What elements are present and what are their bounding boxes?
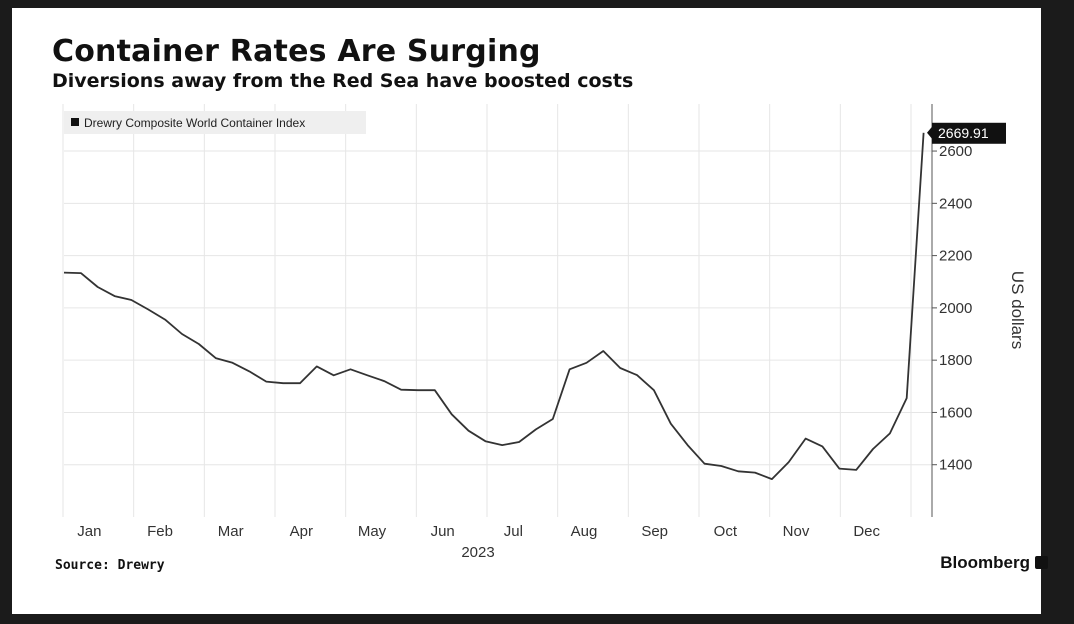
last-value-text: 2669.91 (938, 125, 989, 141)
y-tick-label: 2600 (939, 143, 972, 160)
bloomberg-logo: Bloomberg (940, 553, 1048, 573)
x-tick-label: Aug (571, 523, 598, 540)
y-axis: 1400 1600 1800 2000 2200 2400 2600 (931, 104, 972, 517)
y-tick-label: 2400 (939, 195, 972, 212)
chart-subtitle: Diversions away from the Red Sea have bo… (52, 70, 634, 92)
y-tick-label: 1800 (939, 352, 972, 369)
x-tick-label: Jun (431, 523, 455, 540)
legend-swatch (71, 118, 79, 126)
brand-text: Bloomberg (940, 553, 1030, 572)
x-tick-label: Dec (853, 523, 880, 540)
chart-title: Container Rates Are Surging (52, 34, 541, 69)
y-tick-label: 1600 (939, 404, 972, 421)
x-tick-label: Jan (77, 523, 101, 540)
y-tick-label: 2200 (939, 248, 972, 265)
last-value-pointer (927, 126, 932, 139)
legend-background (64, 111, 366, 134)
chart-card (12, 8, 1041, 614)
x-tick-label: Sep (641, 523, 668, 540)
x-tick-label: Feb (147, 523, 173, 540)
source-note: Source: Drewry (55, 558, 165, 573)
legend-label: Drewry Composite World Container Index (84, 116, 305, 130)
x-tick-label: May (358, 523, 387, 540)
x-tick-label: Mar (218, 523, 244, 540)
x-tick-label: Oct (714, 523, 738, 540)
x-tick-label: Jul (504, 523, 523, 540)
x-tick-label: Apr (290, 523, 313, 540)
x-tick-label: Nov (783, 523, 810, 540)
x-axis: Jan Feb Mar Apr May Jun Jul Aug Sep Oct Nov Dec (77, 523, 880, 540)
legend: Drewry Composite World Container Index (64, 111, 366, 134)
last-value-label: 2669.91 (927, 122, 1006, 144)
series-line (63, 132, 925, 481)
gridlines (62, 104, 932, 517)
y-tick-label: 1400 (939, 457, 972, 474)
series-layer (63, 132, 925, 481)
last-value-background (932, 122, 1006, 144)
y-tick-label: 2000 (939, 300, 972, 317)
terminal-icon (1035, 556, 1048, 569)
y-axis-label: US dollars (1008, 271, 1027, 349)
x-axis-label: 2023 (461, 544, 494, 561)
